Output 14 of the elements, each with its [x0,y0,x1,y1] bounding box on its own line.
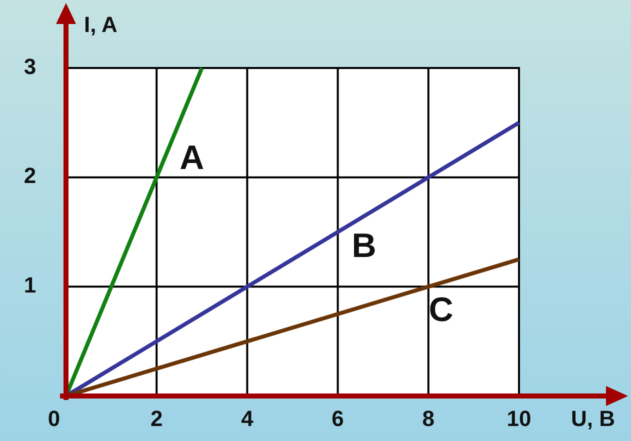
y-tick-label: 2 [24,163,36,188]
y-tick-label: 3 [24,54,36,79]
series-label: B [352,227,376,266]
x-tick-label: 8 [422,406,435,431]
x-axis-title: U, B [571,406,615,431]
series-label: C [428,290,454,329]
x-tick-label: 6 [332,406,344,431]
x-tick-label: 4 [241,406,254,431]
x-tick-label: 0 [48,406,60,431]
x-tick-label: 10 [506,406,532,431]
series-label: A [180,138,204,177]
y-axis-title: I, A [84,12,118,37]
x-tick-label: 2 [150,406,163,431]
y-tick-label: 1 [24,272,36,298]
